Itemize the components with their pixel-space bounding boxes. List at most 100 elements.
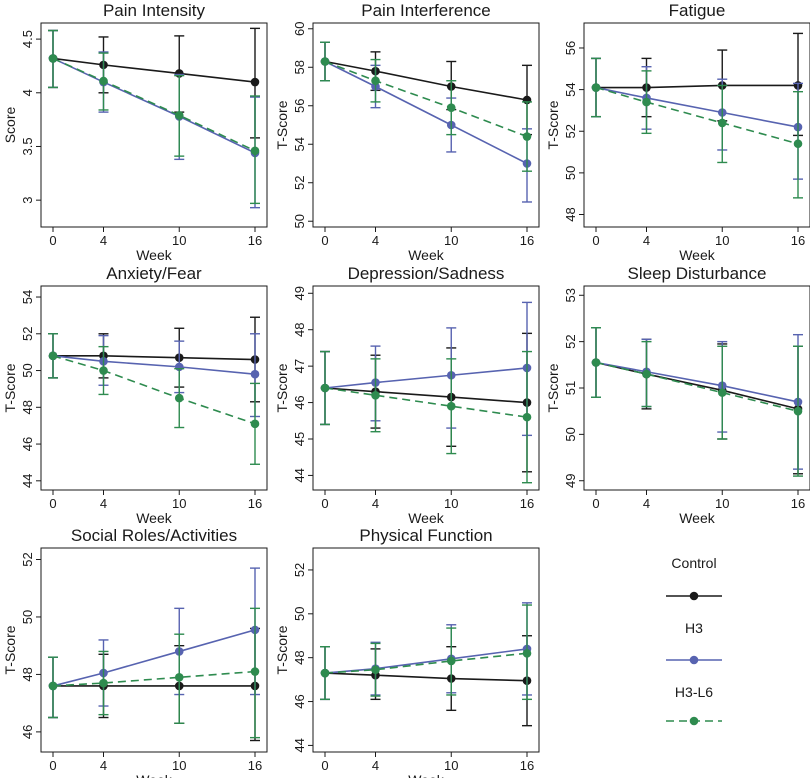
series-line-h3	[52, 629, 256, 687]
x-tick-label: 10	[715, 496, 729, 511]
plot-frame	[583, 285, 810, 491]
data-point-h3-l6	[371, 665, 380, 675]
y-tick-label: 50	[292, 607, 307, 621]
legend: Control H3 H3-L6	[666, 555, 722, 726]
panel-title: Anxiety/Fear	[106, 264, 202, 283]
y-tick-label: 52	[563, 334, 578, 348]
legend-marker-h3	[689, 655, 699, 665]
series-h3	[320, 602, 532, 701]
data-point-h3-l6	[99, 366, 108, 375]
series-h3	[591, 57, 803, 180]
y-axis-label: T-Score	[545, 363, 561, 412]
series-h3-l6	[320, 604, 532, 701]
y-tick-label: 60	[292, 22, 307, 36]
panel-title: Sleep Disturbance	[628, 264, 767, 283]
series-h3-l6	[591, 57, 803, 199]
x-tick-label: 4	[372, 496, 379, 511]
plot-frame	[312, 22, 540, 228]
x-tick-label: 10	[715, 233, 729, 248]
x-tick-label: 16	[520, 496, 534, 511]
plot-frame	[40, 22, 268, 228]
panel-fatigue: Fatigue 48 50 52 54 56 T-Score 0 4 10 16 Week	[545, 1, 810, 263]
y-axis-label: T-Score	[545, 100, 561, 149]
data-point-h3-l6	[48, 681, 58, 691]
series-h3	[48, 567, 260, 719]
series-h3-l6	[320, 41, 532, 172]
x-tick-label: 4	[372, 758, 379, 773]
y-axis-label: T-Score	[274, 363, 290, 412]
x-axis-label: Week	[408, 510, 445, 526]
series-h3-l6	[48, 607, 260, 739]
data-point-h3-l6	[717, 118, 727, 128]
x-tick-label: 0	[321, 233, 328, 248]
x-tick-label: 4	[100, 496, 107, 511]
y-tick-label: 46	[292, 395, 307, 409]
x-tick-label: 16	[248, 233, 262, 248]
x-tick-label: 16	[248, 496, 262, 511]
data-point-h3-l6	[174, 672, 184, 682]
y-tick-label: 49	[292, 286, 307, 300]
legend-marker-h3-l6	[689, 716, 699, 726]
x-tick-label: 16	[520, 233, 534, 248]
y-tick-label: 52	[563, 124, 578, 138]
x-tick-label: 10	[444, 758, 458, 773]
data-point-h3-l6	[371, 390, 380, 400]
panel-sleep-disturbance: Sleep Disturbance 49 50 51 52 53 T-Score 0 4 10 16…	[545, 264, 810, 526]
x-tick-label: 16	[248, 758, 262, 773]
series-control	[320, 41, 532, 136]
y-tick-label: 52	[292, 563, 307, 577]
series-line-h3	[52, 355, 256, 376]
y-tick-label: 51	[563, 381, 578, 395]
data-point-h3-l6	[250, 667, 260, 676]
series-control	[320, 635, 532, 727]
y-axis-label: T-Score	[2, 363, 18, 412]
x-tick-label: 4	[100, 758, 107, 773]
y-tick-label: 50	[20, 363, 35, 377]
panel-pain-interference: Pain Interference 50 52 54 56 58 60 T-Score 0 4 10…	[274, 1, 540, 263]
x-axis-label: Week	[136, 772, 173, 778]
y-tick-label: 45	[292, 432, 307, 446]
series-line-h3-l6	[324, 60, 528, 138]
series-line-control	[52, 57, 256, 83]
panel-title: Fatigue	[669, 1, 726, 20]
y-tick-label: 44	[292, 468, 307, 482]
y-tick-label: 50	[20, 610, 35, 624]
x-tick-label: 4	[643, 233, 650, 248]
y-tick-label: 54	[563, 82, 578, 96]
y-tick-label: 50	[292, 214, 307, 228]
plot-frame	[40, 547, 268, 753]
legend-marker-control	[689, 591, 699, 601]
series-h3	[48, 29, 260, 209]
data-point-h3-l6	[446, 103, 456, 112]
y-tick-label: 48	[20, 667, 35, 681]
y-axis-label: T-Score	[274, 100, 290, 149]
data-point-h3-l6	[174, 393, 184, 403]
data-point-h3-l6	[642, 97, 651, 107]
data-point-h3-l6	[99, 76, 108, 86]
x-tick-label: 0	[321, 496, 328, 511]
y-tick-label: 48	[563, 207, 578, 221]
panel-depression-sadness: Depression/Sadness 44 45 46 47 48 49 T-Score 0 4 1…	[274, 264, 540, 526]
panel-physical-function: Physical Function 44 46 48 50 52 T-Score 0 4 10 16…	[274, 526, 540, 778]
data-point-h3-l6	[591, 358, 601, 367]
y-axis-label: T-Score	[2, 625, 18, 674]
x-axis-label: Week	[408, 772, 445, 778]
series-line-h3-l6	[52, 57, 256, 152]
y-tick-label: 52	[20, 552, 35, 566]
x-axis-label: Week	[679, 247, 716, 263]
x-tick-label: 4	[643, 496, 650, 511]
x-tick-label: 4	[372, 233, 379, 248]
series-h3	[591, 327, 803, 470]
series-line-h3-l6	[324, 387, 528, 418]
series-h3	[48, 333, 260, 418]
panel-title: Depression/Sadness	[348, 264, 505, 283]
x-tick-label: 4	[100, 233, 107, 248]
x-tick-label: 16	[520, 758, 534, 773]
x-tick-label: 0	[49, 233, 56, 248]
legend-label-control: Control	[671, 555, 716, 571]
series-line-control	[324, 387, 528, 404]
data-point-control	[250, 77, 260, 87]
y-tick-label: 48	[292, 650, 307, 664]
x-tick-label: 10	[444, 233, 458, 248]
